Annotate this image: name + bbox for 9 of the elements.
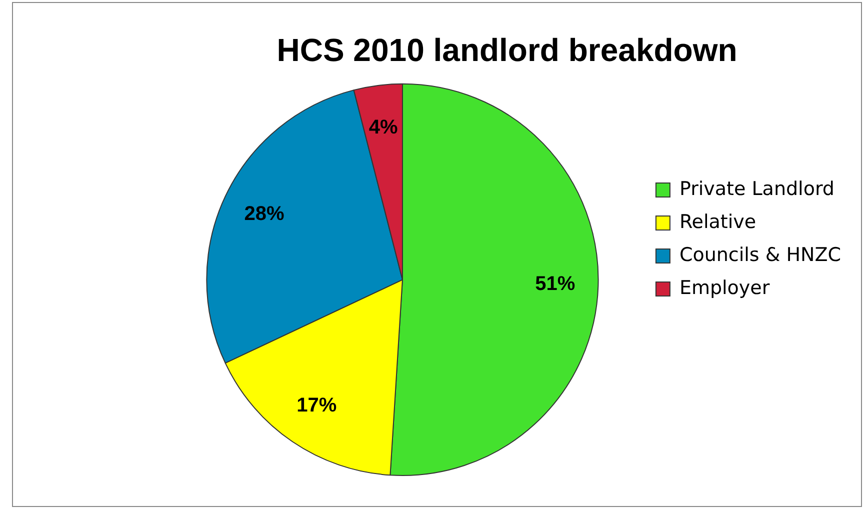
data-label: 28%	[244, 203, 285, 226]
legend-label: Employer	[679, 276, 770, 299]
legend-label: Councils & HNZC	[679, 244, 842, 266]
data-label: 17%	[296, 394, 337, 417]
legend-label: Relative	[679, 210, 756, 233]
chart-title: HCS 2010 landlord breakdown	[276, 32, 738, 68]
data-label: 51%	[535, 273, 576, 296]
legend-label: Private Landlord	[679, 178, 835, 200]
data-label: 4%	[368, 116, 398, 139]
